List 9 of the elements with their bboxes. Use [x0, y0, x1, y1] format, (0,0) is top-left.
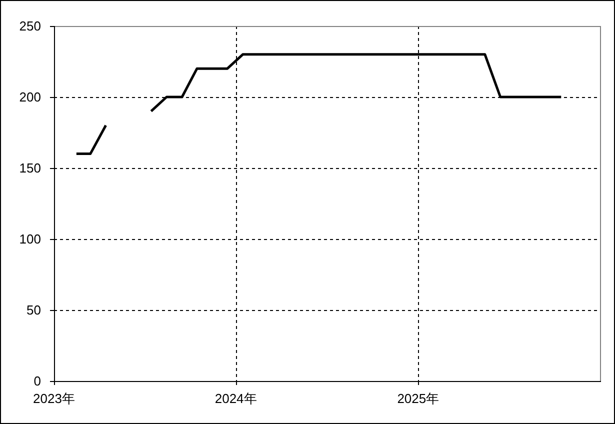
y-tick-label: 50 — [26, 302, 41, 318]
y-tick-label: 100 — [19, 232, 41, 246]
x-tick-label: 2024年 — [214, 391, 257, 406]
y-tick-label: 250 — [19, 18, 41, 34]
y-tick-label: 0 — [34, 374, 41, 388]
x-tick-label: 2023年 — [33, 391, 75, 406]
y-tick-label: 150 — [19, 160, 41, 176]
x-tick-label: 2025年 — [397, 391, 440, 406]
y-tick-label: 200 — [19, 90, 41, 104]
